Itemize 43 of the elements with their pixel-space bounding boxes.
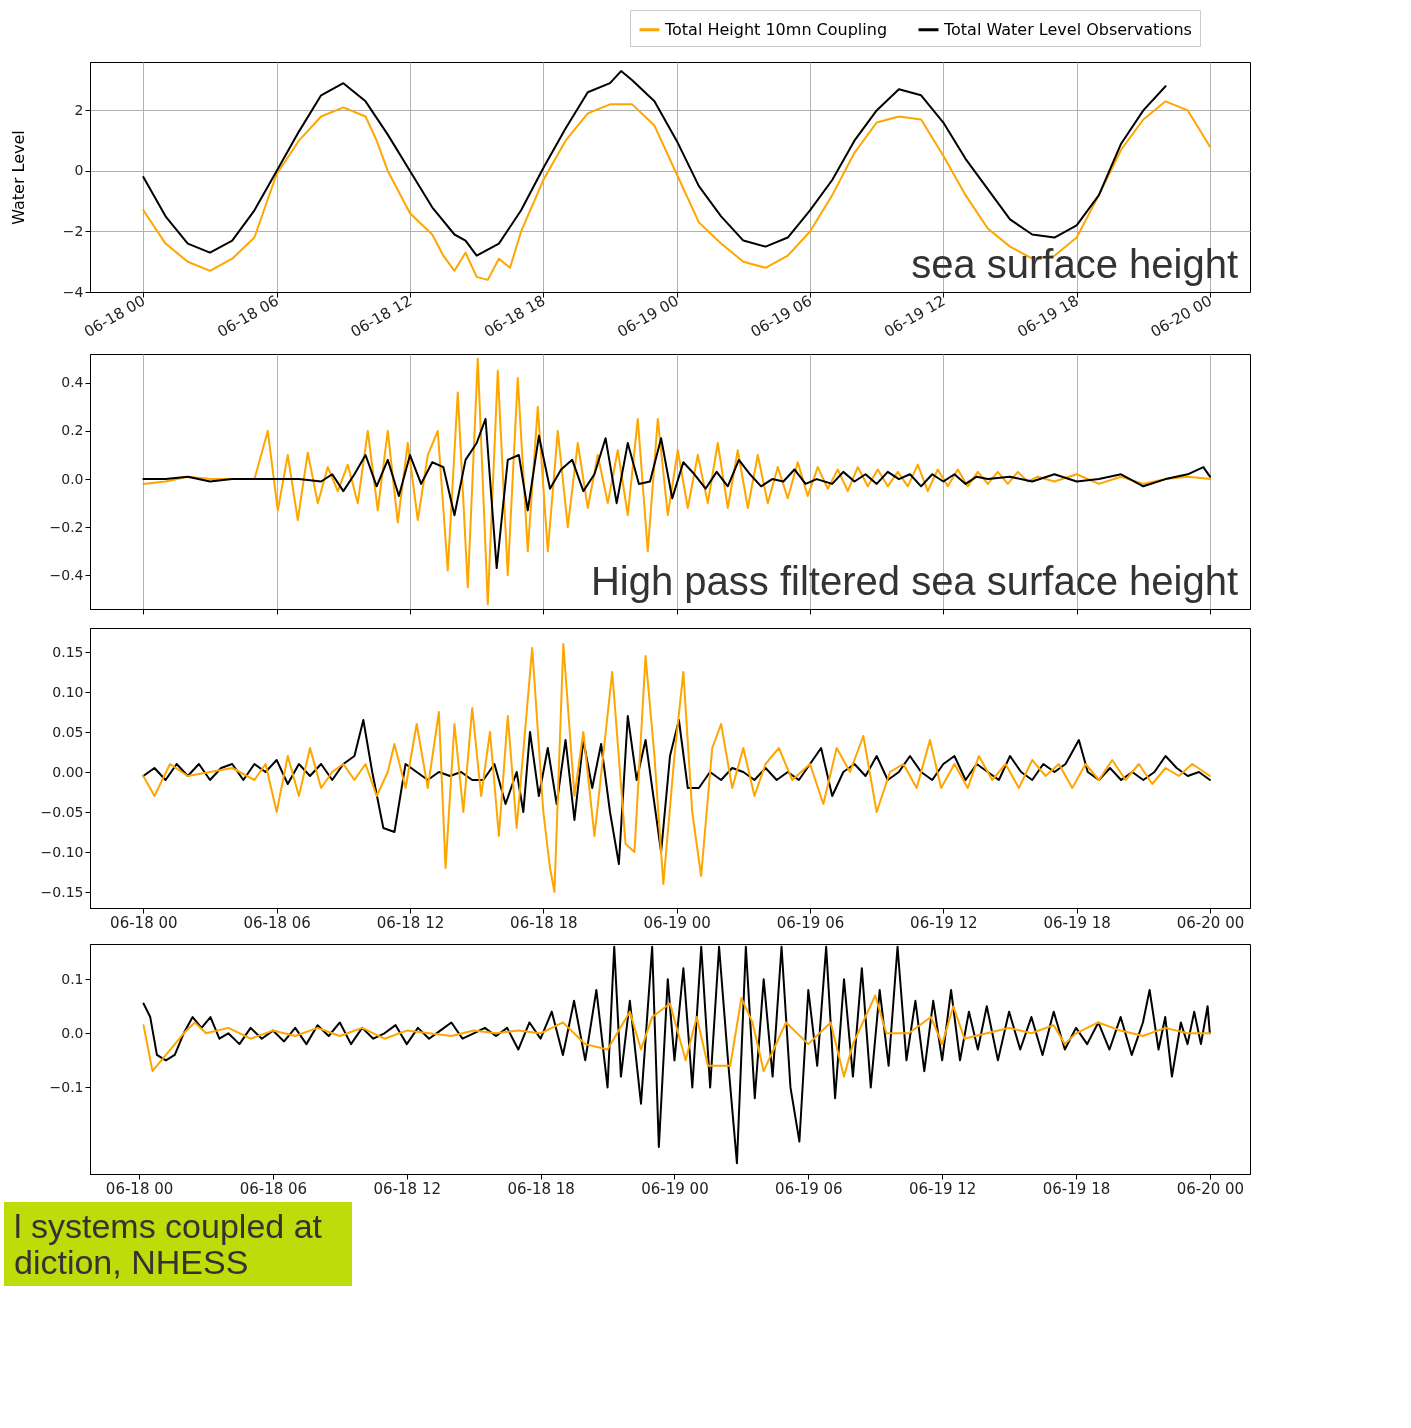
- x-tick-label: 06-18 00: [110, 913, 178, 932]
- x-tick-label: 06-19 00: [643, 913, 711, 932]
- x-tick-label: 06-19 12: [908, 1179, 977, 1198]
- y-tick-label: 2: [74, 101, 84, 118]
- x-tick-label: 06-18 18: [510, 913, 578, 932]
- annotation: sea surface height: [911, 242, 1238, 286]
- x-tick-label: 06-19 18: [1043, 913, 1111, 932]
- y-tick-label: 0.0: [61, 470, 84, 487]
- x-tick-label: 06-19 00: [641, 1179, 709, 1198]
- y-tick-label: 0.0: [61, 1024, 84, 1041]
- y-tick-label: −0.10: [40, 843, 84, 860]
- y-tick-label: −0.05: [40, 803, 84, 820]
- x-tick-label: 06-18 06: [243, 913, 311, 932]
- y-tick-label: −2: [62, 222, 84, 239]
- annotation: High pass filtered sea surface height: [590, 559, 1238, 603]
- x-tick-label: 06-19 12: [910, 913, 978, 932]
- x-tick-label: 06-19 06: [776, 913, 845, 932]
- x-tick-label: 06-18 12: [373, 1179, 441, 1198]
- x-tick-label: 06-18 12: [376, 913, 445, 932]
- y-tick-label: 0.00: [52, 763, 84, 780]
- x-tick-label: 06-18 06: [239, 1179, 308, 1198]
- x-tick-label: 06-19 06: [775, 1179, 843, 1198]
- y-tick-label: 0.1: [61, 970, 84, 987]
- text: l systems coupled at: [14, 1207, 323, 1245]
- y-tick-label: 0.10: [52, 683, 84, 700]
- x-tick-label: 06-19 18: [1042, 1179, 1111, 1198]
- y-tick-label: 0.15: [52, 643, 84, 660]
- y-axis-title: Water Level: [8, 130, 28, 225]
- legend-label: Total Height 10mn Coupling: [664, 19, 888, 39]
- y-tick-label: −0.1: [49, 1078, 84, 1095]
- y-tick-label: −0.2: [49, 518, 84, 535]
- y-tick-label: −4: [62, 283, 84, 300]
- y-tick-label: 0: [74, 162, 84, 179]
- y-tick-label: 0.2: [61, 422, 84, 439]
- y-tick-label: 0.4: [61, 374, 84, 391]
- legend-label: Total Water Level Observations: [943, 19, 1192, 39]
- y-tick-label: −0.4: [49, 566, 84, 583]
- y-tick-label: −0.15: [40, 883, 84, 900]
- x-tick-label: 06-18 18: [507, 1179, 575, 1198]
- y-tick-label: 0.05: [52, 723, 84, 740]
- x-tick-label: 06-20 00: [1176, 1179, 1245, 1198]
- x-tick-label: 06-18 00: [105, 1179, 174, 1198]
- x-tick-label: 06-20 00: [1176, 913, 1245, 932]
